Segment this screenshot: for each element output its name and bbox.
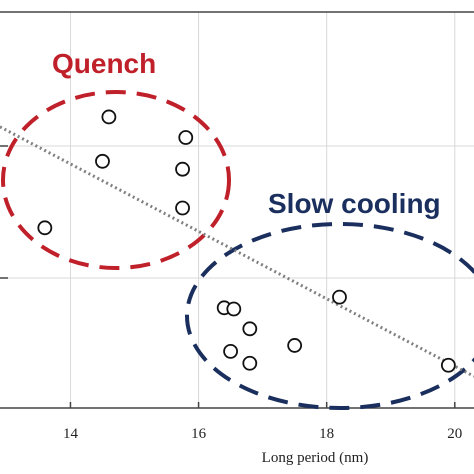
x-tick-label: 18 [319,426,334,442]
quench-point [37,220,53,236]
trend-line-layer [0,125,474,378]
slow-cooling-point [332,289,347,305]
trend-line [0,125,474,378]
x-axis-ticks: 14 16 18 20 [63,402,462,442]
quench-annotation: Quench [52,48,156,79]
x-axis-label: Long period (nm) [262,450,369,466]
plot-frame [0,11,474,409]
slow-cooling-group-ellipse [185,222,474,410]
x-tick-label: 20 [447,426,462,442]
slow-cooling-point [440,357,456,373]
slow-cooling-point [242,355,258,371]
slow-cooling-annotation: Slow cooling [268,188,441,219]
x-tick-label: 14 [63,426,79,442]
quench-point [178,130,194,145]
slow-cooling-point [223,343,238,359]
slow-cooling-point [242,321,258,337]
slow-cooling-point [287,338,303,353]
quench-group-ellipse [1,90,231,270]
grid-lines [0,12,474,408]
quench-point [175,200,190,216]
quench-point [175,161,190,177]
quench-point [95,153,110,169]
quench-point [101,109,117,125]
data-points [37,109,456,373]
slow-cooling-point [226,301,242,317]
x-tick-label: 16 [191,426,207,442]
group-ellipses [1,90,474,410]
